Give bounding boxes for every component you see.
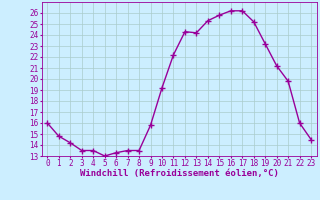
X-axis label: Windchill (Refroidissement éolien,°C): Windchill (Refroidissement éolien,°C) — [80, 169, 279, 178]
